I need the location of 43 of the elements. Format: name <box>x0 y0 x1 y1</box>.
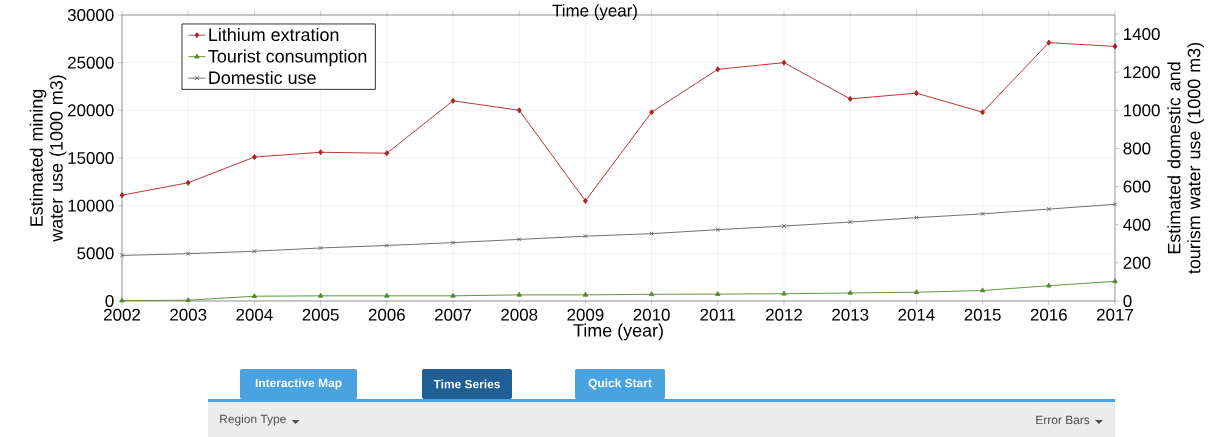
legend-label: Lithium extration <box>209 27 339 42</box>
text: Quick Start <box>588 378 652 390</box>
x-tick-label: 2017 <box>1097 308 1133 321</box>
text: Interactive Map <box>255 378 342 390</box>
x-tick-label: 2009 <box>567 308 604 321</box>
x-tick-label: 2002 <box>104 308 140 321</box>
annotation: Time (year) <box>552 4 637 20</box>
text: Error Bars <box>1036 415 1090 425</box>
x-tick-label: 2010 <box>633 308 670 321</box>
y-tick-label: 15000 <box>68 151 114 164</box>
y2-tick-label: 1200 <box>1124 66 1160 79</box>
text: Time Series <box>433 379 500 389</box>
x-tick-label: 2012 <box>766 308 802 321</box>
y-tick-label: 20000 <box>68 104 114 117</box>
y-tick-label: 30000 <box>67 8 114 21</box>
x-tick-label: 2015 <box>964 308 1001 321</box>
y-tick-label: 5000 <box>77 247 114 260</box>
y2-axis-title: Estimated domestic and tourism water use (1000 m3) <box>1167 43 1204 274</box>
y-tick-label: 0 <box>105 294 114 307</box>
x-tick-label: 2011 <box>700 308 736 321</box>
y2-tick-label: 200 <box>1123 256 1151 269</box>
legend-label: Tourist consumption <box>208 49 367 67</box>
y2-tick-label: 800 <box>1123 142 1151 155</box>
y-axis-title: Estimated mining water use (1000 m3) <box>29 75 67 242</box>
x-tick-label: 2005 <box>302 308 339 321</box>
y2-tick-label: 1400 <box>1124 28 1160 41</box>
x-tick-label: 2004 <box>236 308 273 321</box>
x-tick-label: 2013 <box>832 308 869 321</box>
y2-tick-label: 600 <box>1123 180 1151 193</box>
x-tick-label: 2014 <box>898 308 935 321</box>
x-tick-label: 2006 <box>368 308 405 321</box>
y2-tick-label: 1000 <box>1124 104 1160 117</box>
y-tick-label: 10000 <box>68 199 114 212</box>
x-tick-label: 2003 <box>170 308 207 321</box>
y-tick-label: 25000 <box>68 56 114 69</box>
x-tick-label: 2016 <box>1030 308 1067 321</box>
text: Region Type <box>220 414 286 426</box>
y2-tick-label: 0 <box>1123 294 1132 307</box>
x-axis-title: Time (year) <box>573 323 663 341</box>
x-tick-label: 2008 <box>501 308 538 321</box>
y2-tick-label: 400 <box>1123 218 1151 231</box>
legend-label: Domestic use <box>209 70 316 85</box>
x-tick-label: 2007 <box>435 308 471 321</box>
